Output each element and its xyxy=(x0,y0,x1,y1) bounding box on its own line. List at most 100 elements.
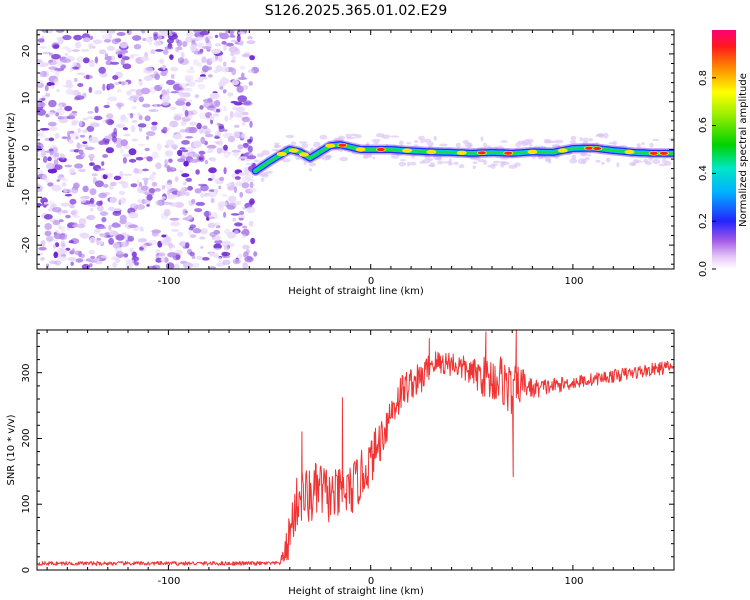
noise-blob xyxy=(145,131,156,137)
noise-blob xyxy=(101,34,110,39)
snr-series-line xyxy=(37,330,674,566)
noise-blob xyxy=(37,108,46,116)
noise-blob xyxy=(186,87,193,92)
noise-blob xyxy=(142,103,151,108)
noise-blob xyxy=(155,253,159,259)
noise-blob xyxy=(230,39,239,43)
ridge-hotspot xyxy=(325,143,336,148)
noise-blob xyxy=(130,125,136,133)
noise-blob xyxy=(53,251,59,258)
noise-blob xyxy=(67,257,77,261)
noise-blob xyxy=(72,62,77,67)
noise-blob xyxy=(203,192,210,197)
noise-blob xyxy=(138,81,144,86)
noise-blob xyxy=(98,240,104,245)
noise-blob xyxy=(230,59,236,63)
noise-blob xyxy=(205,130,210,135)
noise-blob xyxy=(249,120,253,128)
noise-blob xyxy=(211,173,216,180)
noise-blob xyxy=(192,228,202,234)
noise-blob xyxy=(138,115,143,121)
noise-blob xyxy=(241,72,245,79)
noise-blob xyxy=(237,253,243,260)
noise-blob xyxy=(46,30,54,34)
noise-blob xyxy=(233,186,238,194)
noise-blob xyxy=(93,258,101,261)
noise-blob xyxy=(98,140,105,146)
noise-blob xyxy=(207,35,213,39)
colorbar: 0.0 0.2 0.4 0.6 0.8 Normalized spectral … xyxy=(698,30,749,277)
noise-blob xyxy=(208,189,216,192)
noise-blob xyxy=(78,218,87,225)
noise-blob xyxy=(72,49,80,52)
noise-blob xyxy=(173,115,182,121)
noise-blob xyxy=(187,214,193,220)
noise-blob xyxy=(45,177,50,184)
noise-blob xyxy=(142,177,150,181)
noise-blob xyxy=(232,56,236,60)
noise-blob xyxy=(189,44,197,52)
ridge-halo-blob xyxy=(372,156,376,160)
ridge-halo-blob xyxy=(662,158,667,164)
noise-blob xyxy=(216,108,220,113)
noise-blob xyxy=(232,258,241,265)
noise-blob xyxy=(128,212,139,219)
ridge-halo-blob xyxy=(254,159,260,163)
colorbar-tick-label: 0.6 xyxy=(698,117,709,133)
noise-blob xyxy=(82,57,90,64)
noise-blob xyxy=(76,223,86,229)
noise-blob xyxy=(193,79,204,83)
noise-blob xyxy=(164,46,174,50)
noise-blob xyxy=(102,154,109,158)
noise-blob xyxy=(74,95,85,100)
ridge-halo-blob xyxy=(453,161,459,165)
ridge-hotspot xyxy=(288,148,299,153)
noise-blob xyxy=(233,124,240,128)
noise-blob xyxy=(199,228,208,235)
noise-blob xyxy=(212,113,220,117)
noise-blob xyxy=(214,188,219,195)
noise-blob xyxy=(243,251,249,258)
noise-blob xyxy=(50,85,55,89)
noise-blob xyxy=(234,222,243,227)
noise-blob xyxy=(125,258,135,263)
noise-blob xyxy=(185,136,194,139)
noise-blob xyxy=(37,153,41,156)
ridge-halo-blob xyxy=(498,161,507,164)
ridge-halo-blob xyxy=(458,164,465,169)
noise-blob xyxy=(40,128,50,131)
noise-blob xyxy=(191,262,200,268)
ridge-halo-blob xyxy=(423,138,432,143)
noise-blob xyxy=(221,66,229,73)
ridge-peak xyxy=(585,146,594,150)
noise-blob xyxy=(177,57,185,64)
noise-blob xyxy=(214,239,223,244)
noise-blob xyxy=(48,52,53,56)
noise-blob xyxy=(104,53,108,58)
ridge-halo-blob xyxy=(308,162,317,167)
noise-blob xyxy=(54,152,60,158)
noise-blob xyxy=(181,149,189,153)
ridge-halo-blob xyxy=(442,161,451,164)
noise-blob xyxy=(116,89,122,93)
noise-blob xyxy=(74,163,84,169)
noise-blob xyxy=(149,174,155,181)
noise-blob xyxy=(186,69,196,74)
noise-blob xyxy=(161,196,166,200)
noise-blob xyxy=(37,82,42,86)
ridge-peak xyxy=(376,147,385,152)
noise-blob xyxy=(104,135,112,139)
noise-blob xyxy=(207,216,215,219)
noise-blob xyxy=(80,49,90,52)
noise-blob xyxy=(181,173,190,178)
noise-blob xyxy=(213,229,221,235)
noise-blob xyxy=(241,116,251,123)
noise-blob xyxy=(122,127,128,131)
ridge-halo-blob xyxy=(482,142,488,147)
spectrogram-ytick-label: -20 xyxy=(21,237,32,253)
noise-blob xyxy=(94,228,101,233)
noise-blob xyxy=(167,252,177,258)
ridge-halo-blob xyxy=(651,138,660,141)
ridge-halo-blob xyxy=(490,163,496,169)
noise-blob xyxy=(109,184,114,190)
